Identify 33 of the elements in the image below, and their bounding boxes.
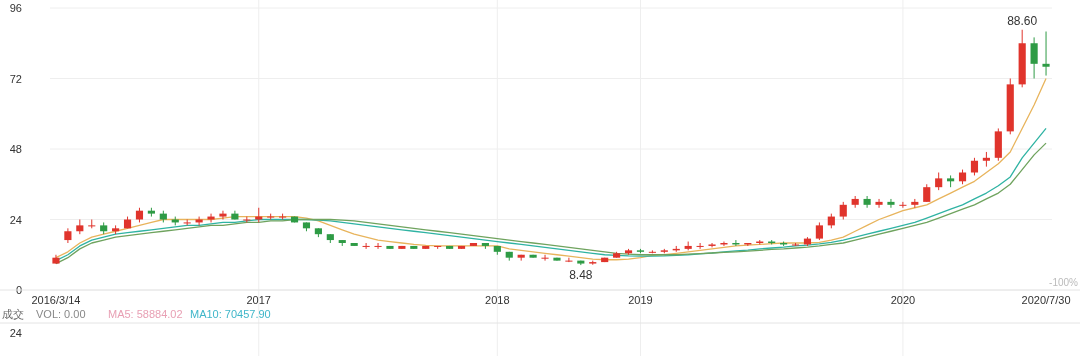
candlestick — [541, 254, 549, 262]
candlestick — [565, 257, 573, 263]
candlestick — [887, 198, 895, 209]
candlestick — [362, 242, 370, 250]
annotation: 88.60 — [1007, 13, 1038, 28]
line-series — [55, 77, 1047, 261]
annotation: -100% — [1049, 277, 1079, 288]
candlestick — [696, 242, 704, 250]
x-tick-label: 2016/3/14 — [31, 294, 81, 306]
y-tick-label: 72 — [9, 72, 22, 85]
candlestick — [899, 201, 907, 209]
candlestick — [708, 242, 716, 248]
y-tick-label: 48 — [9, 143, 22, 155]
text: VOL: 0.00 — [36, 308, 86, 320]
candlestick — [207, 213, 215, 223]
x-tick-label: 2020 — [890, 294, 916, 306]
candlestick — [875, 198, 883, 209]
y-tick-label: 96 — [9, 2, 22, 14]
x-tick-label: 2019 — [628, 294, 653, 306]
x-tick-label: 2020/7/30 — [1021, 294, 1071, 306]
candlestick — [1042, 31, 1050, 77]
y-tick-label: 24 — [9, 213, 22, 226]
text: MA10: 70457.90 — [190, 308, 271, 320]
annotation: 8.48 — [569, 268, 593, 283]
candlestick — [374, 242, 382, 250]
candlestick — [1030, 36, 1038, 79]
y-tick-label: 0 — [15, 284, 22, 296]
candlestick — [219, 210, 227, 220]
text: 成交 — [2, 308, 24, 320]
x-tick-label: 2017 — [246, 294, 271, 306]
text: MA5: 58884.02 — [108, 308, 183, 320]
candlestick — [863, 195, 871, 209]
x-tick-label: 2018 — [485, 294, 510, 306]
